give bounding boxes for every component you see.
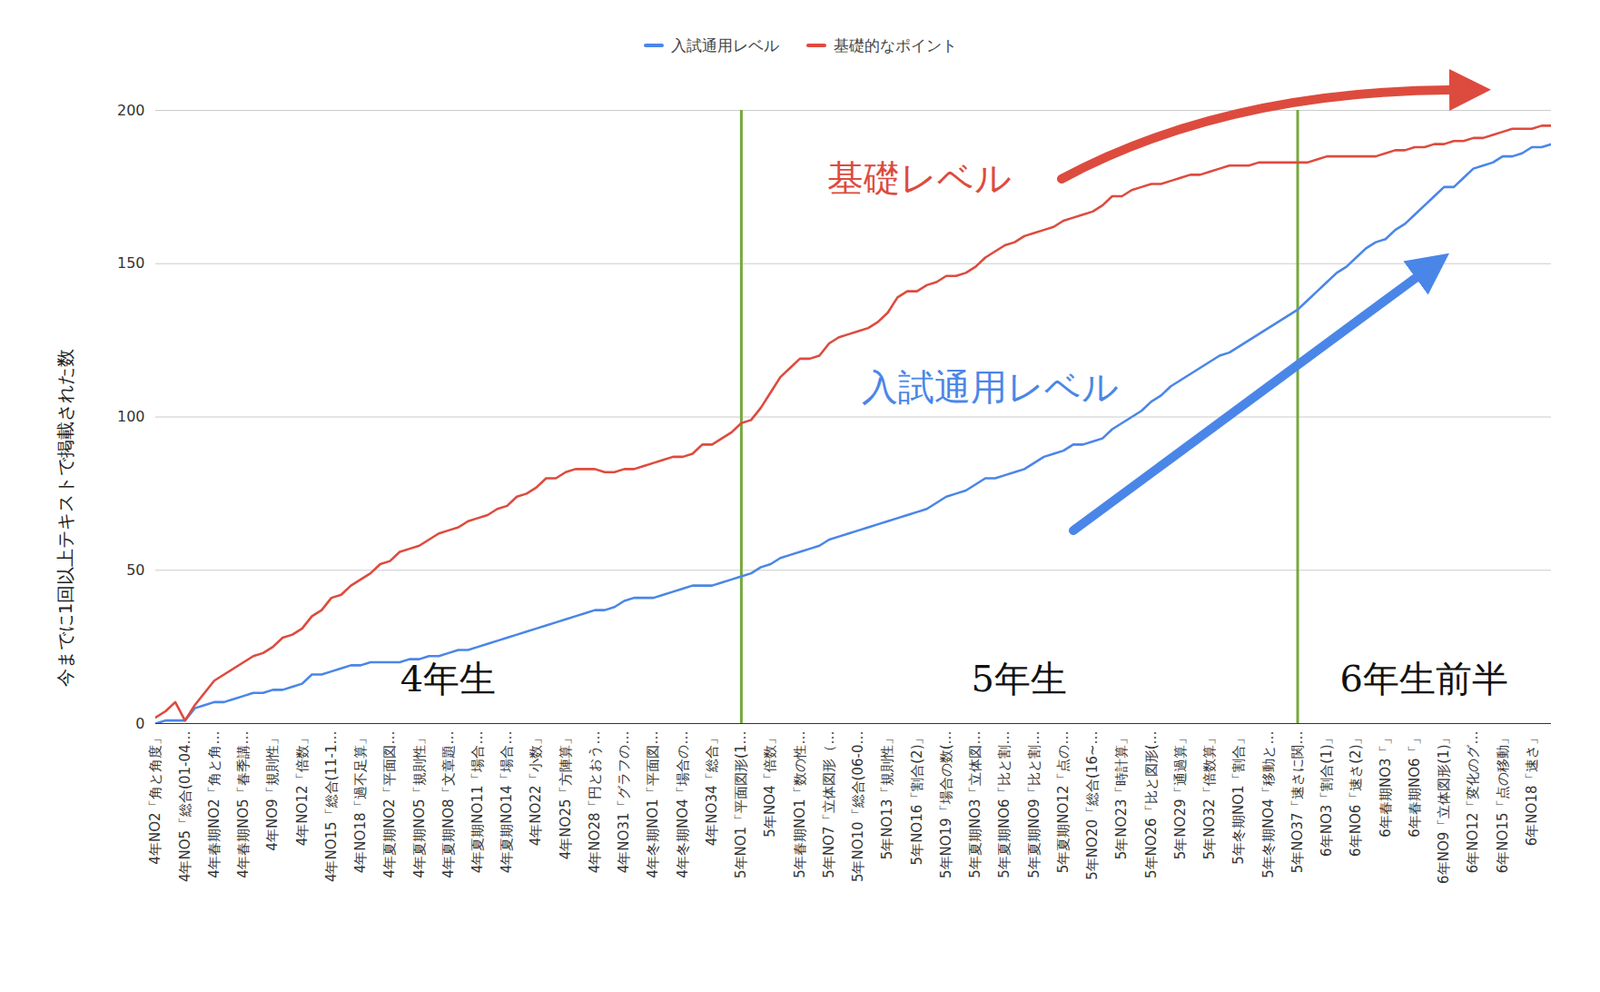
- svg-text:4年夏期NO14「場合…: 4年夏期NO14「場合…: [498, 730, 515, 874]
- svg-text:4年NO28「円とおう…: 4年NO28「円とおう…: [586, 730, 603, 874]
- svg-text:5年夏期NO6「比と割…: 5年夏期NO6「比と割…: [996, 730, 1013, 879]
- svg-text:150: 150: [117, 254, 146, 272]
- svg-text:今までに1回以上テキストで掲載された数: 今までに1回以上テキストで掲載された数: [54, 348, 77, 688]
- svg-text:4年NO15「総合(11-1…: 4年NO15「総合(11-1…: [323, 730, 340, 883]
- svg-text:5年春期NO1「数の性…: 5年春期NO1「数の性…: [791, 730, 809, 879]
- svg-text:5年冬期NO1「割合」: 5年冬期NO1「割合」: [1230, 730, 1247, 865]
- svg-text:4年夏期NO5「規則性」: 4年夏期NO5「規則性」: [411, 730, 428, 879]
- svg-text:5年NO29「通過算」: 5年NO29「通過算」: [1172, 730, 1189, 860]
- svg-text:6年NO12「変化のグ…: 6年NO12「変化のグ…: [1464, 730, 1482, 874]
- svg-text:6年生前半: 6年生前半: [1340, 657, 1509, 700]
- html-text:基礎的なポイント: 基礎的なポイント: [833, 35, 957, 55]
- svg-text:5年冬期NO4「移動と…: 5年冬期NO4「移動と…: [1260, 730, 1277, 879]
- svg-text:基礎レベル: 基礎レベル: [827, 157, 1012, 199]
- svg-text:5年NO32「倍数算」: 5年NO32「倍数算」: [1201, 730, 1218, 860]
- svg-text:4年生: 4年生: [400, 657, 496, 700]
- svg-text:0: 0: [135, 714, 145, 732]
- svg-text:5年NO37「速さに関…: 5年NO37「速さに関…: [1289, 730, 1306, 874]
- svg-text:入試通用レベル: 入試通用レベル: [861, 365, 1119, 408]
- svg-text:4年夏期NO8「文章題…: 4年夏期NO8「文章題…: [440, 730, 457, 879]
- svg-text:5年NO19「場合の数(…: 5年NO19「場合の数(…: [938, 730, 955, 880]
- svg-text:4年NO22「小数」: 4年NO22「小数」: [527, 730, 544, 847]
- svg-text:5年生: 5年生: [970, 657, 1067, 700]
- svg-text:6年NO3「割合(1)」: 6年NO3「割合(1)」: [1318, 730, 1335, 857]
- svg-text:5年NO13「規則性」: 5年NO13「規則性」: [879, 730, 896, 860]
- svg-text:6年NO15「点の移動」: 6年NO15「点の移動」: [1494, 730, 1512, 874]
- svg-text:4年冬期NO4「場合の…: 4年冬期NO4「場合の…: [674, 730, 692, 879]
- svg-text:4年NO9「規則性」: 4年NO9「規則性」: [264, 730, 281, 851]
- svg-text:5年NO1「平面図形(1…: 5年NO1「平面図形(1…: [732, 730, 750, 880]
- svg-text:6年春期NO6「」: 6年春期NO6「」: [1406, 730, 1423, 838]
- svg-text:5年夏期NO12「点の…: 5年夏期NO12「点の…: [1055, 730, 1072, 874]
- svg-text:5年夏期NO3「立体図…: 5年夏期NO3「立体図…: [967, 730, 984, 879]
- svg-text:5年NO4「倍数」: 5年NO4「倍数」: [761, 730, 779, 838]
- svg-text:50: 50: [126, 561, 145, 579]
- svg-text:5年NO10「総合(06-0…: 5年NO10「総合(06-0…: [849, 730, 867, 883]
- svg-text:4年夏期NO11「場合…: 4年夏期NO11「場合…: [469, 730, 486, 874]
- svg-text:4年NO18「過不足算」: 4年NO18「過不足算」: [352, 730, 369, 874]
- svg-text:4年NO25「方陣算」: 4年NO25「方陣算」: [557, 730, 574, 860]
- svg-text:5年夏期NO9「比と割…: 5年夏期NO9「比と割…: [1026, 730, 1043, 879]
- svg-text:100: 100: [117, 407, 146, 425]
- svg-text:5年NO26「比と図形(…: 5年NO26「比と図形(…: [1143, 730, 1160, 880]
- svg-text:4年NO34「総合」: 4年NO34「総合」: [703, 730, 721, 847]
- svg-text:4年冬期NO1「平面図…: 4年冬期NO1「平面図…: [644, 730, 662, 879]
- svg-text:4年春期NO5「春季講…: 4年春期NO5「春季講…: [235, 730, 252, 879]
- svg-text:5年NO16「割合(2)」: 5年NO16「割合(2)」: [908, 730, 926, 866]
- html-text:入試通用レベル: 入試通用レベル: [670, 35, 779, 55]
- svg-text:4年NO5「総合(01-04…: 4年NO5「総合(01-04…: [177, 730, 194, 883]
- svg-text:4年NO31「グラフの…: 4年NO31「グラフの…: [615, 730, 633, 874]
- svg-text:6年春期NO3「」: 6年春期NO3「」: [1377, 730, 1394, 838]
- svg-text:4年NO12「倍数」: 4年NO12「倍数」: [294, 730, 311, 847]
- svg-text:6年NO9「立体図形(1)」: 6年NO9「立体図形(1)」: [1435, 730, 1452, 884]
- svg-text:4年NO2「角と角度」: 4年NO2「角と角度」: [147, 730, 164, 865]
- svg-text:6年NO6「速さ(2)」: 6年NO6「速さ(2)」: [1347, 730, 1364, 857]
- svg-text:6年NO18「速さ」: 6年NO18「速さ」: [1523, 730, 1541, 847]
- svg-text:5年NO23「時計算」: 5年NO23「時計算」: [1113, 730, 1130, 860]
- svg-text:4年夏期NO2「平面図…: 4年夏期NO2「平面図…: [381, 730, 398, 879]
- svg-text:4年春期NO2「角と角…: 4年春期NO2「角と角…: [206, 730, 223, 879]
- svg-text:5年NO7「立体図形（…: 5年NO7「立体図形（…: [820, 730, 838, 879]
- svg-text:5年NO20「総合(16~…: 5年NO20「総合(16~…: [1084, 730, 1101, 880]
- svg-text:200: 200: [117, 101, 146, 119]
